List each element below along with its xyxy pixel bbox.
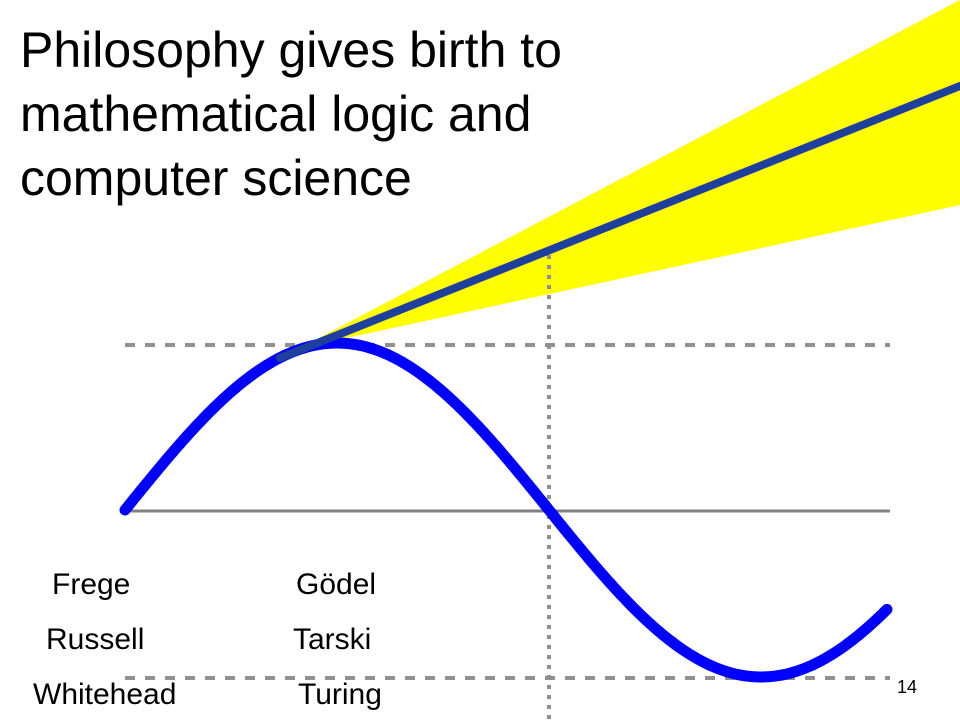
name-russell: Russell (46, 623, 145, 656)
sine-wave (119, 337, 893, 683)
slide-title: Philosophy gives birth to mathematical l… (20, 18, 720, 210)
title-line-1: Philosophy gives birth to (20, 22, 562, 78)
tangent-line (276, 82, 960, 362)
name-tarski: Tarski (293, 623, 372, 656)
name-turing: Turing (298, 678, 382, 711)
name-godel: Gödel (296, 568, 377, 601)
title-line-2: mathematical logic and (20, 86, 532, 142)
name-whitehead: Whitehead (33, 678, 177, 711)
yellow-beam (300, 0, 960, 348)
title-line-3: computer science (20, 150, 412, 206)
name-frege: Frege (52, 568, 131, 601)
page-number: 14 (897, 677, 918, 697)
